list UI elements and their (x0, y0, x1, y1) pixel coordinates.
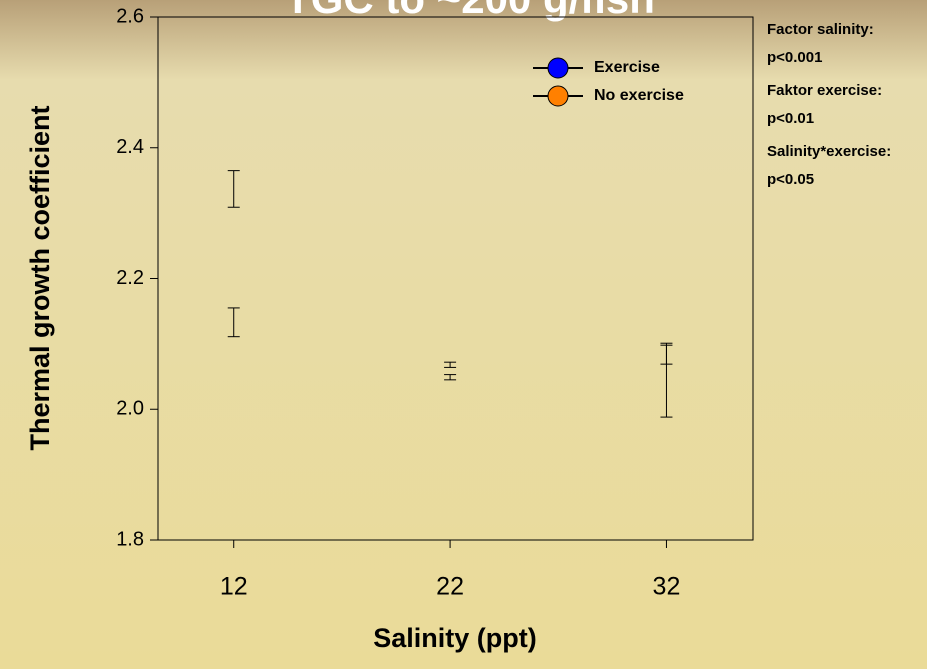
y-tick-label: 2.6 (116, 5, 144, 27)
y-tick-label: 2.2 (116, 267, 144, 289)
y-tick-label: 2.4 (116, 136, 144, 158)
annotation: p<0.01 (767, 110, 814, 127)
annotation: Faktor exercise: (767, 82, 882, 99)
legend-marker (548, 86, 568, 106)
annotation: Factor salinity: (767, 21, 874, 38)
chart-title: TGC to ~200 g/fish (285, 0, 655, 22)
y-axis-label: Thermal growth coefficient (25, 105, 55, 450)
x-tick-label: 32 (653, 573, 681, 601)
annotation: p<0.001 (767, 49, 822, 66)
background (0, 0, 927, 669)
x-axis-label: Salinity (ppt) (373, 623, 537, 653)
legend-label: Exercise (594, 59, 660, 76)
chart: TGC to ~200 g/fish Salinity (ppt) Therma… (0, 0, 927, 669)
x-tick-label: 12 (220, 573, 248, 601)
legend-marker (548, 58, 568, 78)
y-tick-label: 2.0 (116, 398, 144, 420)
annotation: Salinity*exercise: (767, 143, 891, 160)
x-tick-label: 22 (436, 573, 464, 601)
legend-label: No exercise (594, 87, 684, 104)
annotation: p<0.05 (767, 171, 814, 188)
page: TGC to ~200 g/fish Salinity (ppt) Therma… (0, 0, 927, 669)
y-tick-label: 1.8 (116, 528, 144, 550)
